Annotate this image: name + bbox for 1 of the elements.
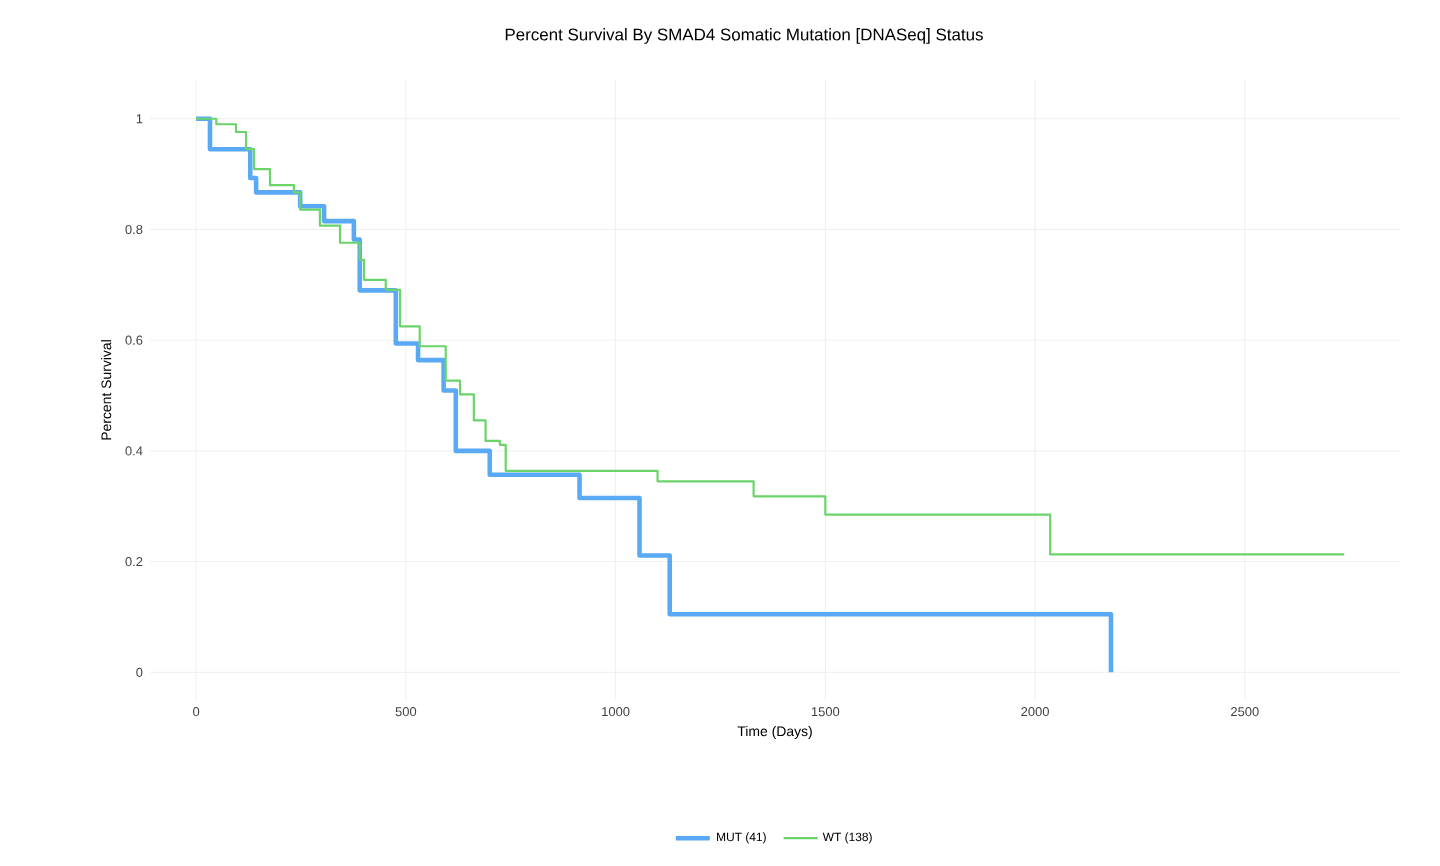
chart-title: Percent Survival By SMAD4 Somatic Mutation [DNASeq] Status xyxy=(505,28,983,44)
